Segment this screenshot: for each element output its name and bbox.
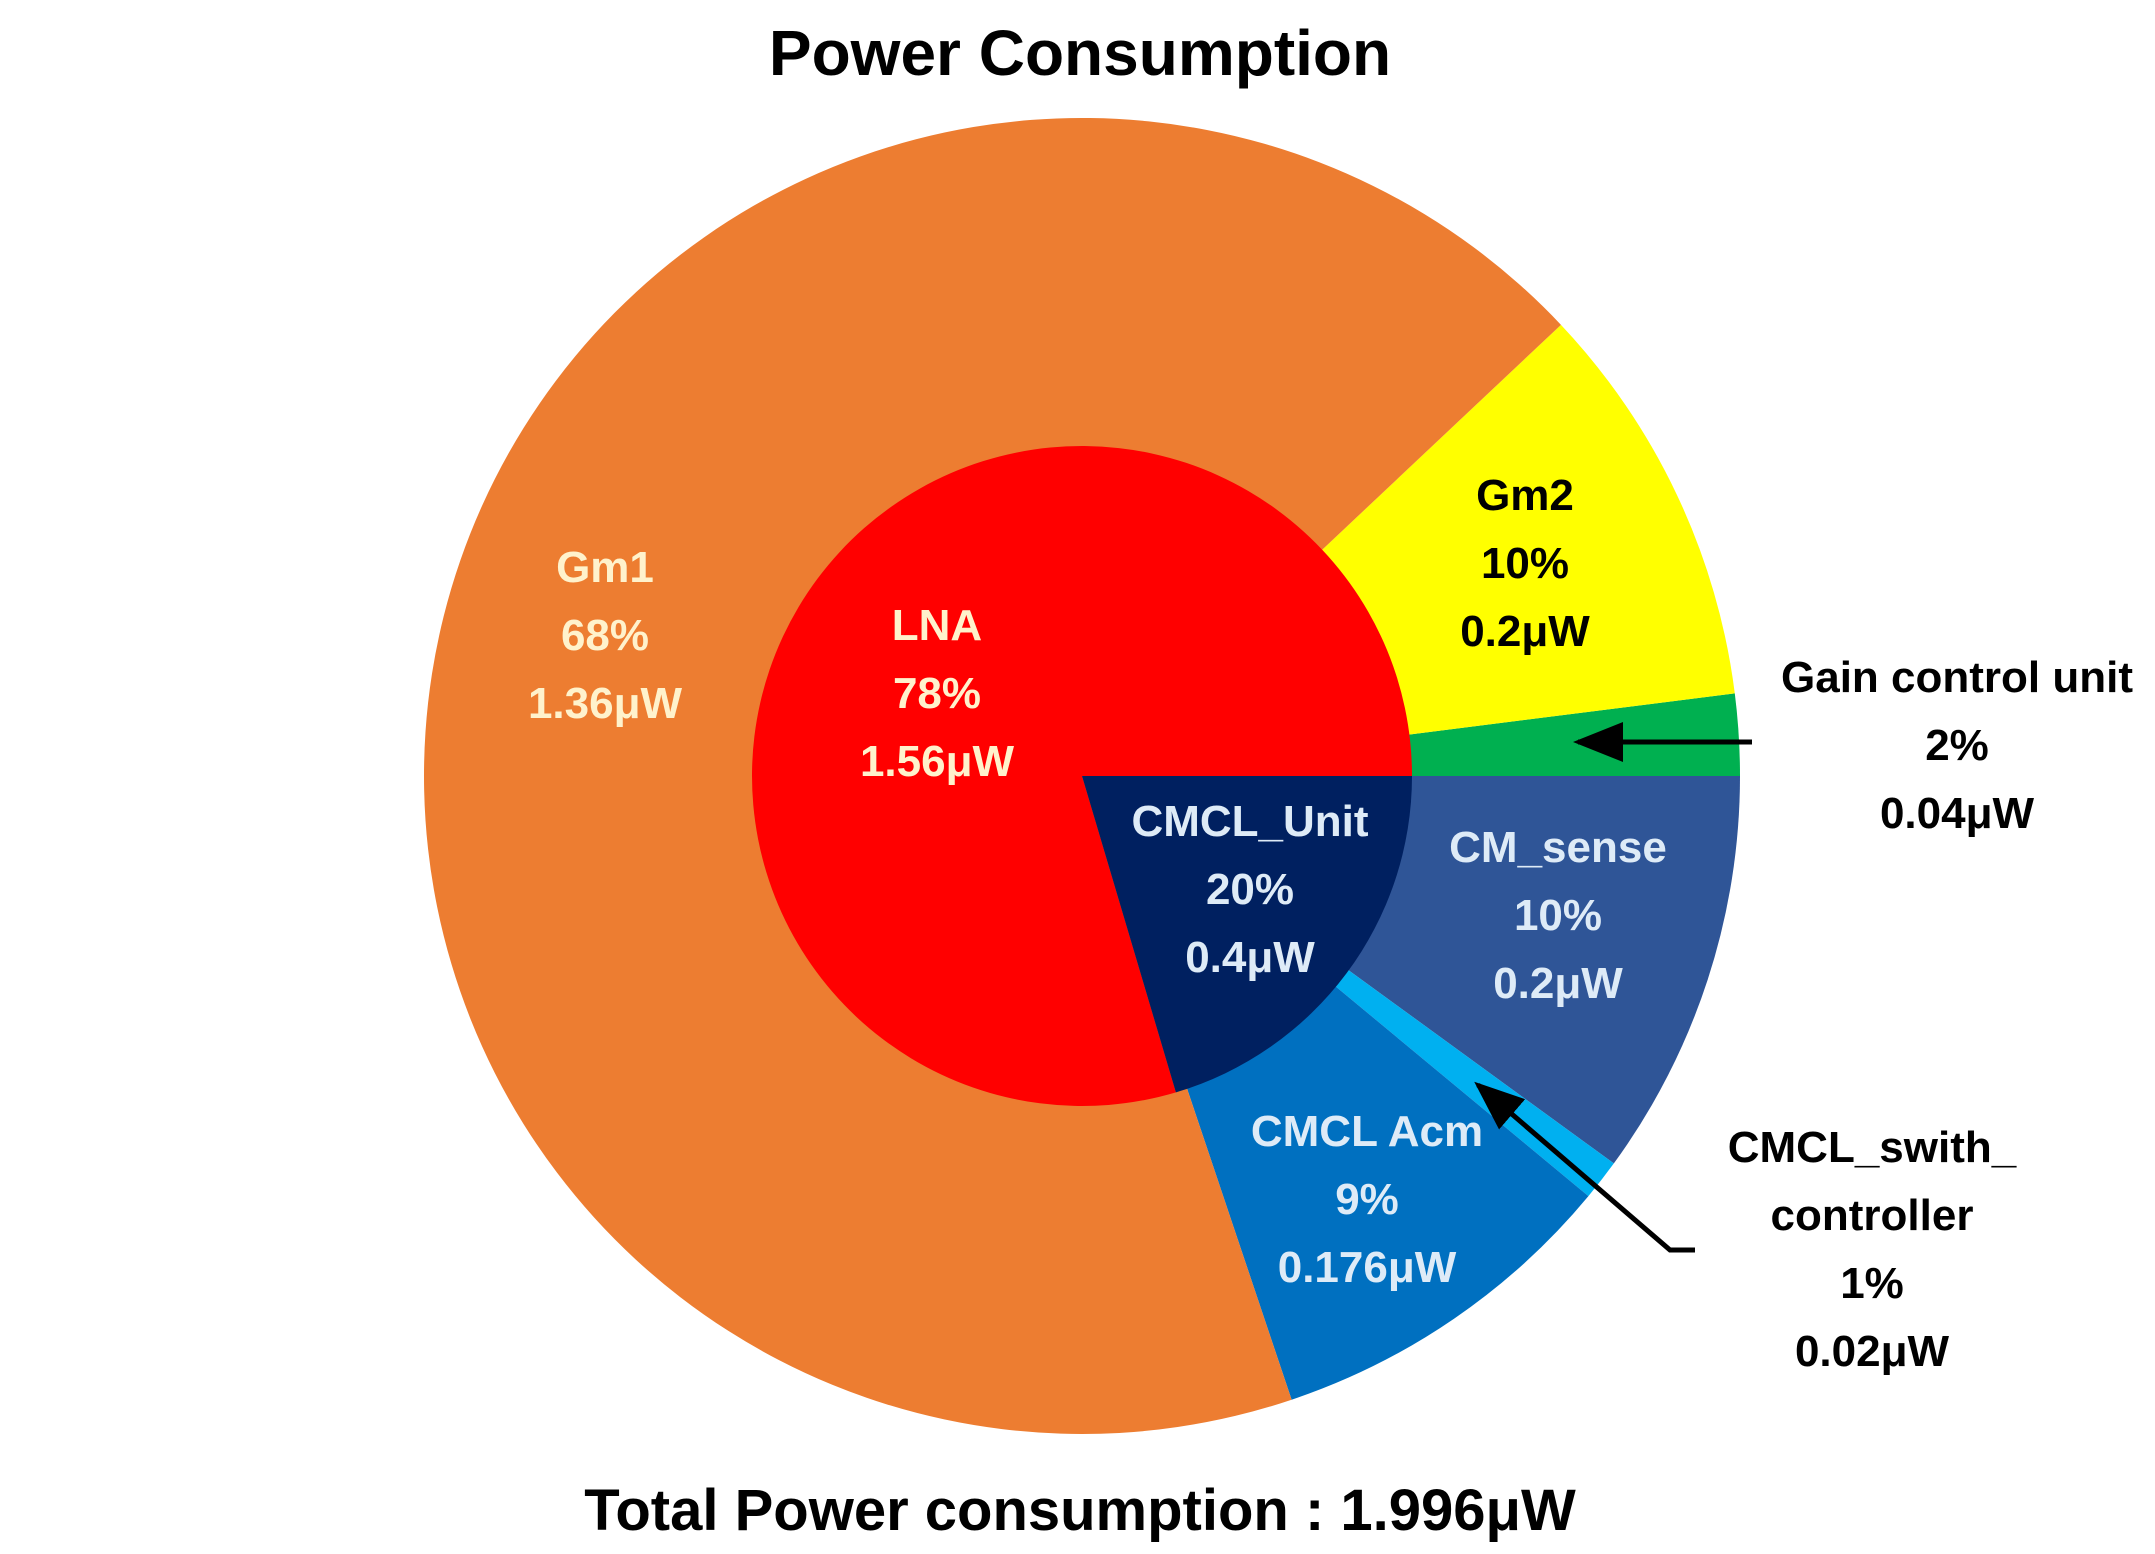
inner-ring — [751, 446, 1412, 1106]
label-lna: LNA 78% 1.56μW — [860, 601, 1015, 786]
label-cmcl-swith-controller: CMCL_swith_ controller 1% 0.02μW — [1728, 1123, 2017, 1376]
label-cmcl-acm: CMCL Acm 9% 0.176μW — [1251, 1107, 1483, 1292]
arrow-cmcl-swith-controller — [1474, 1081, 1695, 1253]
label-cmcl-unit: CMCL_Unit 20% 0.4μW — [1131, 797, 1368, 982]
label-gain-control-unit: Gain control unit 2% 0.04μW — [1781, 653, 2133, 838]
label-cm-sense: CM_sense 10% 0.2μW — [1449, 823, 1667, 1008]
total-power-footer: Total Power consumption : 1.996μW — [584, 1478, 1576, 1543]
chart-title: Power Consumption — [769, 17, 1391, 89]
slice-cmcl-unit — [1082, 776, 1412, 1093]
slice-labels: Gm1 68% 1.36μW Gm2 10% 0.2μW LNA 78% 1.56μW CMCL_… — [528, 471, 2133, 1376]
label-gm1: Gm1 68% 1.36μW — [528, 543, 683, 728]
label-gm2: Gm2 10% 0.2μW — [1460, 471, 1590, 656]
